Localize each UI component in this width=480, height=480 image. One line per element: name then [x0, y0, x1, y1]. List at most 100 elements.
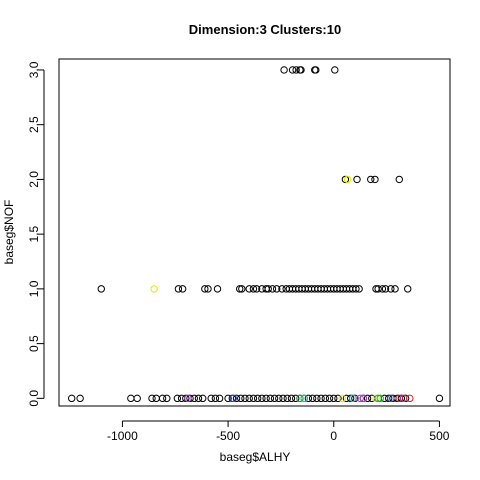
data-point — [232, 394, 241, 403]
data-point — [249, 394, 258, 403]
data-point — [264, 285, 272, 293]
data-point — [387, 285, 395, 293]
data-point — [356, 394, 364, 403]
data-point — [127, 394, 135, 403]
data-point — [184, 394, 192, 403]
data-point — [435, 394, 444, 403]
data-point — [292, 66, 300, 74]
data-point — [325, 394, 334, 403]
x-tick-label: -1000 — [107, 429, 138, 443]
data-point — [391, 285, 399, 293]
data-point — [97, 285, 105, 293]
y-tick-label: 1.0 — [27, 280, 41, 297]
data-point — [387, 394, 395, 403]
data-point — [349, 394, 357, 403]
x-tick-label: 0 — [330, 429, 337, 443]
y-tick-label: 2.0 — [27, 171, 41, 188]
data-point — [207, 394, 215, 403]
data-point — [406, 394, 414, 403]
x-tick-label: -500 — [216, 429, 240, 443]
data-point — [275, 394, 283, 403]
data-point — [158, 394, 167, 403]
data-point — [292, 394, 300, 403]
x-axis-ticks: -1000 -500 0 500 — [107, 421, 450, 443]
data-point — [343, 175, 352, 184]
y-tick-label: 3.0 — [27, 61, 41, 78]
data-point — [321, 394, 330, 403]
data-point — [297, 66, 305, 74]
data-point — [278, 285, 286, 293]
data-point — [280, 66, 288, 74]
data-point — [148, 394, 156, 403]
data-point — [249, 285, 258, 293]
data-point — [338, 394, 346, 403]
data-point — [173, 394, 182, 403]
data-point — [330, 394, 338, 403]
data-point — [279, 394, 287, 403]
data-point — [288, 66, 297, 74]
data-point — [395, 394, 403, 403]
data-point — [346, 394, 355, 403]
data-point — [300, 394, 308, 403]
data-point — [213, 285, 222, 293]
x-tick-label: 500 — [429, 429, 449, 443]
y-tick-label: 2.5 — [27, 116, 41, 133]
data-point — [355, 285, 363, 293]
data-point — [241, 394, 249, 403]
data-point — [371, 175, 379, 184]
data-point — [374, 394, 382, 403]
data-point — [245, 285, 253, 293]
data-point — [351, 394, 359, 403]
data-point — [178, 285, 187, 293]
data-point — [268, 285, 277, 293]
data-point — [272, 285, 281, 293]
data-point — [252, 285, 261, 293]
data-point — [211, 394, 220, 403]
data-point — [163, 394, 171, 403]
data-point — [372, 394, 380, 403]
data-point — [194, 394, 203, 403]
data-point — [174, 285, 183, 293]
data-point — [224, 394, 232, 403]
y-tick-label: 1.5 — [27, 225, 41, 242]
data-point — [352, 285, 360, 293]
data-point — [283, 394, 291, 403]
plot-frame — [58, 58, 451, 407]
y-axis-label: baseg$NOF — [2, 200, 16, 265]
data-point — [204, 285, 212, 293]
data-point — [182, 394, 190, 403]
data-point — [152, 394, 160, 403]
data-point — [229, 394, 238, 403]
data-point — [385, 394, 393, 403]
data-point — [266, 394, 275, 403]
data-point — [150, 285, 158, 293]
data-points — [67, 66, 444, 403]
data-point — [237, 394, 245, 403]
data-point — [367, 175, 375, 184]
data-point — [397, 394, 406, 403]
data-point — [363, 394, 372, 403]
data-point — [296, 394, 304, 403]
chart-title: Dimension:3 Clusters:10 — [189, 22, 341, 37]
data-point — [236, 285, 244, 293]
data-point — [304, 394, 313, 403]
data-point — [262, 394, 270, 403]
data-point — [341, 175, 350, 184]
data-point — [313, 394, 321, 403]
y-axis-ticks: 0.0 0.5 1.0 1.5 2.0 2.5 3.0 — [27, 61, 44, 407]
data-point — [317, 394, 325, 403]
data-point — [258, 394, 266, 403]
data-point — [186, 394, 194, 403]
data-point — [353, 175, 361, 184]
data-point — [395, 175, 403, 184]
data-point — [245, 394, 253, 403]
data-point — [253, 394, 262, 403]
data-point — [238, 285, 246, 293]
data-point — [76, 394, 84, 403]
data-point — [270, 394, 279, 403]
x-axis-label: baseg$ALHY — [220, 450, 291, 464]
data-point — [359, 394, 368, 403]
data-point — [334, 394, 342, 403]
data-point — [378, 285, 387, 293]
